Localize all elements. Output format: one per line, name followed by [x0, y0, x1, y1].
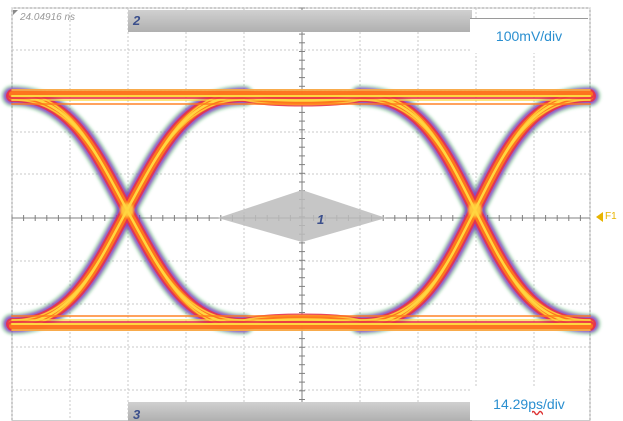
timestamp: 24.04916 ns	[19, 12, 75, 23]
horizontal-scale-suffix: /div	[543, 396, 565, 412]
channel-3-label: 3	[133, 407, 141, 421]
horizontal-scale-value: 14.29	[493, 396, 529, 412]
channel-1-label: 1	[317, 212, 324, 227]
channel-2-label: 2	[132, 13, 141, 28]
trigger-diamond-icon[interactable]	[218, 190, 386, 242]
channel-3-marker-bar[interactable]	[128, 402, 472, 421]
channel-2-marker-bar[interactable]	[128, 10, 472, 32]
grid	[11, 7, 591, 421]
horizontal-scale-readout[interactable]: 14.29 ps/div	[470, 388, 588, 420]
left-triangle-icon	[596, 211, 603, 222]
eye-diagram-trace	[1, 85, 601, 335]
eye-crossing-point	[468, 203, 482, 217]
corner-triangle-icon	[13, 10, 18, 15]
horizontal-scale-unit: ps	[528, 396, 544, 412]
eye-crossing-point	[120, 203, 134, 217]
function-1-label: F1	[605, 211, 617, 222]
function-1-marker[interactable]: F1	[596, 211, 617, 222]
vertical-scale-readout[interactable]: 100mV/div	[470, 18, 588, 53]
vertical-scale-text: 100mV/div	[495, 28, 563, 44]
